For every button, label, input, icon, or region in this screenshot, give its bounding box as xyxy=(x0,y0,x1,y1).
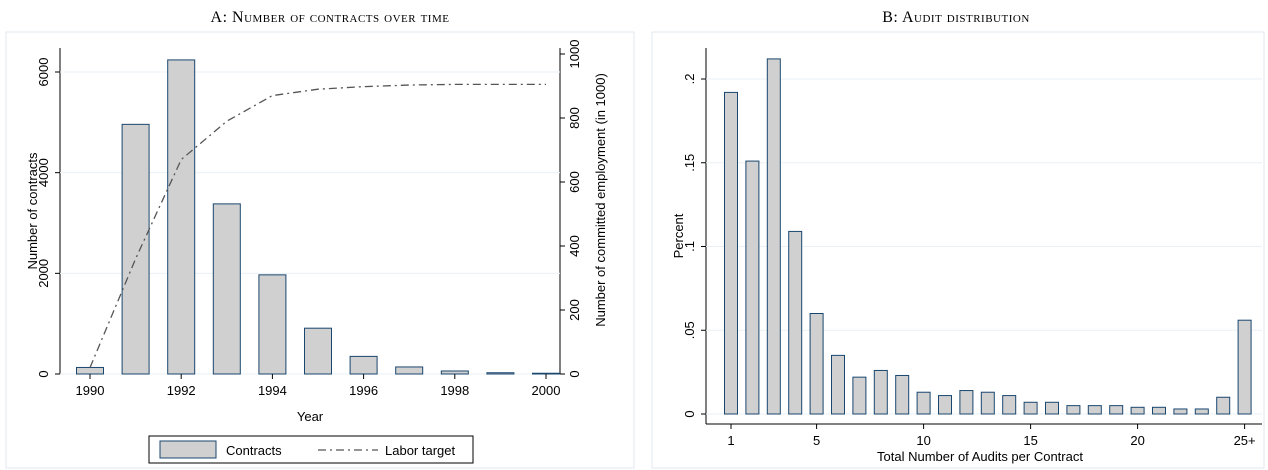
y-tick-label: 2000 xyxy=(36,259,51,288)
bar-audits-19 xyxy=(1109,405,1124,415)
x-tick-label: 1996 xyxy=(349,383,378,398)
panel-a-legend: Contracts Labor target xyxy=(148,435,474,464)
x-tick-label: 1992 xyxy=(167,383,196,398)
legend-label-contracts: Contracts xyxy=(226,443,282,458)
bar-contracts-1992 xyxy=(167,59,196,375)
panel-b-x-ticks: 1 5 10 15 20 25+ xyxy=(727,424,1256,448)
panel-b-x-label: Total Number of Audits per Contract xyxy=(877,449,1083,464)
bar-audits-23 xyxy=(1194,408,1209,415)
bar-audits-8 xyxy=(873,369,888,415)
bar-contracts-2000 xyxy=(532,372,560,375)
y-tick-label: 6000 xyxy=(36,58,51,87)
y2-tick-label: 600 xyxy=(567,171,582,193)
bar-audits-5 xyxy=(809,313,824,415)
y-tick-label: 0 xyxy=(682,410,697,417)
panel-a-y2-ticks: 0 200 400 600 800 1000 xyxy=(560,40,582,378)
bar-contracts-1995 xyxy=(304,327,332,375)
bar-audits-2 xyxy=(745,160,760,415)
bar-audits-11 xyxy=(938,395,952,415)
x-tick-label: 15 xyxy=(1023,433,1037,448)
bar-audits-22 xyxy=(1173,408,1188,415)
bar-audits-14 xyxy=(1002,395,1017,415)
bar-contracts-1999 xyxy=(486,372,515,375)
bar-audits-18 xyxy=(1087,405,1102,415)
x-tick-label: 5 xyxy=(813,433,820,448)
panel-a-x-label: Year xyxy=(297,409,324,424)
y-tick-label: 0 xyxy=(36,370,51,377)
bar-audits-16 xyxy=(1045,401,1059,415)
panel-a-y-ticks: 0 2000 4000 6000 xyxy=(36,58,60,378)
bar-audits-7 xyxy=(852,376,867,415)
panel-b-bars xyxy=(724,58,1252,415)
bar-audits-13 xyxy=(980,391,995,415)
legend-swatch-contracts xyxy=(159,440,217,459)
bar-audits-3 xyxy=(766,58,781,415)
bar-contracts-1997 xyxy=(395,366,424,375)
y2-tick-label: 800 xyxy=(567,107,582,129)
bar-audits-24 xyxy=(1216,396,1231,415)
bar-contracts-1994 xyxy=(258,274,287,375)
bar-audits-21 xyxy=(1152,406,1166,415)
y2-tick-label: 1000 xyxy=(567,40,582,69)
bar-audits-4 xyxy=(788,230,803,415)
legend-label-labor-target: Labor target xyxy=(385,443,455,458)
panel-b-y-label: Percent xyxy=(671,213,686,258)
panel-a-line-series xyxy=(89,83,546,368)
x-tick-label: 1990 xyxy=(76,383,105,398)
bar-contracts-1990 xyxy=(76,366,104,375)
bar-audits-12 xyxy=(959,390,974,415)
y2-tick-label: 0 xyxy=(567,370,582,377)
x-tick-label: 1998 xyxy=(440,383,469,398)
bar-audits-6 xyxy=(831,354,845,415)
bar-audits-15 xyxy=(1023,401,1038,415)
panel-a-background xyxy=(5,31,635,469)
bar-audits-9 xyxy=(895,374,910,415)
panel-a: A: Number of contracts over time 1990 199… xyxy=(5,9,635,469)
panel-a-x-ticks: 1990 1992 1994 1996 1998 2000 xyxy=(76,374,561,398)
x-tick-label: 2000 xyxy=(532,383,561,398)
x-tick-label: 20 xyxy=(1130,433,1144,448)
bar-audits-25 xyxy=(1237,319,1252,415)
y-tick-label: 4000 xyxy=(36,158,51,187)
panel-a-bars xyxy=(76,59,560,375)
x-tick-label: 10 xyxy=(916,433,930,448)
y-tick-label: .05 xyxy=(682,321,697,339)
bar-audits-17 xyxy=(1066,405,1081,415)
panel-b-title: B: Audit distribution xyxy=(882,9,1030,26)
y2-tick-label: 200 xyxy=(567,299,582,321)
panel-b-y-ticks: 0 .05 .1 .15 .2 xyxy=(682,74,706,418)
x-tick-label: 1994 xyxy=(258,383,287,398)
x-tick-label: 1 xyxy=(727,433,734,448)
bar-contracts-1993 xyxy=(212,203,241,375)
y-tick-label: .2 xyxy=(682,74,697,85)
panel-b-background xyxy=(651,31,1265,469)
bar-contracts-1996 xyxy=(349,355,378,375)
y-tick-label: .15 xyxy=(682,154,697,172)
bar-audits-20 xyxy=(1130,406,1145,415)
bar-contracts-1991 xyxy=(121,123,150,375)
y2-tick-label: 400 xyxy=(567,235,582,257)
panel-a-y2-label: Number of committed employment (in 1000) xyxy=(593,73,608,327)
bar-audits-1 xyxy=(724,91,738,415)
x-tick-label: 25+ xyxy=(1234,433,1256,448)
panel-a-title: A: Number of contracts over time xyxy=(211,9,450,26)
bar-audits-10 xyxy=(916,391,931,415)
y-tick-label: .1 xyxy=(682,241,697,252)
bar-contracts-1998 xyxy=(440,370,469,375)
line-labor-target xyxy=(89,83,546,368)
panel-b: B: Audit distribution 1 5 10 15 20 25+ 0.05.1… xyxy=(651,9,1265,469)
panel-a-y-label: Number of contracts xyxy=(25,152,40,270)
